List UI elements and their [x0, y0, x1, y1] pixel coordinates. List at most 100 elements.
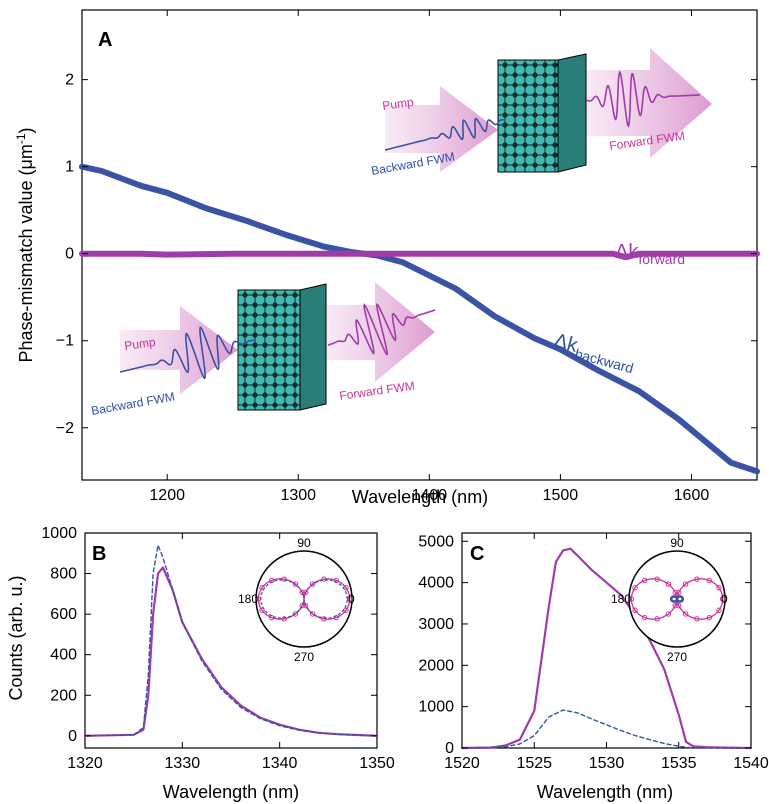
panel-a-ylabel: Phase-mismatch value (μm-1)	[14, 127, 36, 362]
polar-marker	[292, 581, 299, 587]
polar-lobes-blue	[669, 595, 685, 603]
panel-a-series-kforward	[79, 250, 760, 261]
inset-upper-forward-arrow	[584, 48, 712, 158]
inset-upper-illustration: Pump Backward FWM Forward FWM	[370, 48, 712, 178]
panel-a-ytick-label: 1	[65, 159, 74, 176]
polar-marker	[333, 614, 339, 621]
polar-marker	[269, 614, 275, 621]
polar-marker	[665, 611, 672, 617]
inset-lower-forward-arrow	[325, 282, 435, 382]
panel-a-ylabel-end: )	[16, 127, 36, 133]
inset-lower-forward-wave	[327, 302, 436, 356]
polar-marker	[682, 581, 689, 587]
polar-marker	[665, 581, 672, 587]
polar-marker	[706, 577, 712, 584]
polar-marker	[309, 611, 316, 617]
panel-a-plot-frame	[81, 9, 758, 481]
inset-upper-crystal-side	[557, 53, 587, 173]
dk-forward-label: Δkforward	[615, 241, 685, 267]
polar-marker	[654, 576, 660, 582]
polar-label-270: 270	[667, 650, 687, 664]
polar-marker	[303, 589, 309, 596]
polar-marker	[259, 607, 265, 613]
panel-b-ylabel: Counts (arb. u.)	[6, 575, 26, 700]
polar-marker	[321, 576, 327, 582]
polar-marker	[346, 596, 353, 602]
inset-upper-pump-label: Pump	[381, 95, 414, 113]
panel-c-series	[460, 547, 753, 750]
inset-lower-forward-label: Forward FWM	[338, 379, 415, 403]
polar-marker	[321, 616, 327, 622]
polar-label-90: 90	[297, 536, 311, 550]
polar-marker	[706, 614, 712, 621]
polar-marker	[299, 589, 305, 596]
polar-label-0: 0	[721, 592, 728, 606]
panel-c-ytick-label: 3000	[418, 616, 454, 633]
polar-marker	[642, 577, 648, 584]
polar-marker	[628, 596, 635, 602]
panel-c: C 1520 1525 1530 1535 1540 0 1000 2000 3000 4000 5…	[418, 532, 769, 802]
polar-label-180: 180	[238, 592, 258, 606]
inset-upper-backward-wave	[384, 117, 506, 151]
inset-lower-crystal	[237, 289, 301, 411]
panel-a-ytick-label: −2	[56, 420, 74, 437]
inset-lower-pump-arrow	[120, 306, 238, 394]
panel-b-series	[83, 544, 379, 737]
polar-label-270: 270	[294, 650, 314, 664]
panel-b-xtick-label: 1340	[262, 755, 298, 772]
panel-c-ytick-label: 4000	[418, 575, 454, 592]
polar-lobes-magenta	[630, 578, 724, 620]
polar-marker	[309, 581, 316, 587]
panel-c-polar-inset: 90 270 180 0	[611, 536, 728, 664]
panel-b-ytick-label: 400	[50, 647, 77, 664]
polar-marker	[632, 607, 638, 613]
panel-a-ytick-label: 2	[65, 72, 74, 89]
panel-a-series-kbackward	[79, 163, 760, 475]
inset-lower-backward-wave	[119, 326, 256, 380]
inset-lower-illustration: Pump Backward FWM Forward FWM	[90, 282, 436, 418]
panel-b-ytick-label: 0	[68, 728, 77, 745]
panel-a-xtick-label: 1300	[280, 487, 316, 504]
panel-b-axes: 1320 1330 1340 1350 0 200 400 600 800 1000	[41, 525, 394, 772]
panel-c-ytick-label: 0	[445, 740, 454, 757]
panel-c-xtick-label: 1540	[733, 755, 769, 772]
polar-marker	[694, 576, 700, 582]
inset-lower-backward-label: Backward FWM	[90, 389, 176, 417]
panel-a-letter: A	[98, 29, 112, 51]
panel-c-series-dashed	[461, 709, 752, 749]
polar-marker	[682, 611, 689, 617]
panel-b-xlabel: Wavelength (nm)	[163, 782, 299, 802]
polar-marker	[676, 589, 682, 596]
inset-lower-crystal-side	[299, 283, 327, 411]
panel-b-polar-inset: 90 270 180 0	[238, 536, 355, 664]
inset-upper-crystal	[497, 59, 559, 173]
panel-b-ytick-label: 800	[50, 566, 77, 583]
polar-marker	[299, 602, 305, 609]
panel-a-xlabel: Wavelength (nm)	[352, 487, 488, 507]
polar-lobes-blue	[260, 579, 348, 619]
panel-b-ytick-label: 1000	[41, 525, 77, 542]
polar-marker	[716, 607, 722, 613]
panel-a-axes: 1200 1300 1400 1500 1600 2 1 0 −1 −2	[56, 10, 757, 504]
dk-forward-main: Δk	[615, 241, 639, 263]
panel-a-xtick-label: 1200	[149, 487, 185, 504]
polar-marker	[292, 611, 299, 617]
panel-c-xtick-label: 1525	[516, 755, 552, 772]
panel-a: A Pump Backward FWM Forward FWM Pump Bac…	[14, 9, 760, 507]
panel-b-xtick-label: 1330	[165, 755, 201, 772]
polar-label-180: 180	[611, 592, 631, 606]
inset-upper-pump-arrow	[385, 86, 498, 172]
panel-c-series-solid	[460, 547, 753, 750]
panel-c-ytick-label: 1000	[418, 699, 454, 716]
polar-label-0: 0	[348, 592, 355, 606]
panel-c-ytick-label: 2000	[418, 657, 454, 674]
panel-c-letter: C	[470, 543, 484, 565]
polar-marker	[716, 585, 722, 591]
inset-upper-backward-label: Backward FWM	[370, 149, 456, 177]
panel-b-plot-frame	[84, 532, 378, 749]
polar-marker	[281, 616, 287, 622]
panel-b-ytick-label: 600	[50, 606, 77, 623]
polar-marker	[672, 602, 678, 609]
panel-a-series	[79, 163, 760, 475]
